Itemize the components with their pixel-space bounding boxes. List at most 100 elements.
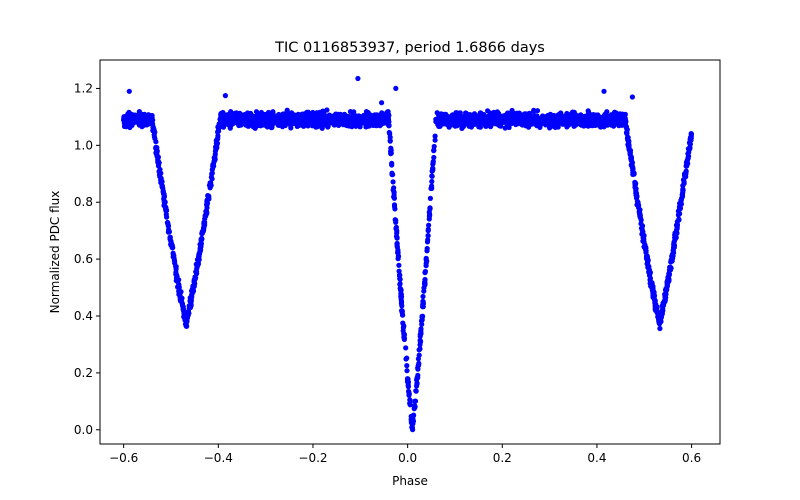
data-point: [143, 114, 149, 120]
data-point: [457, 110, 463, 116]
chart-title: TIC 0116853937, period 1.6866 days: [274, 40, 545, 56]
data-point: [485, 108, 491, 114]
data-point: [121, 123, 128, 129]
data-point: [330, 119, 336, 125]
data-point: [404, 363, 410, 369]
data-point: [406, 392, 412, 398]
data-point: [403, 356, 409, 362]
data-point: [533, 119, 539, 125]
data-point: [638, 221, 644, 227]
data-point: [199, 231, 205, 237]
data-point: [204, 197, 210, 203]
data-point: [414, 380, 420, 386]
data-point: [418, 328, 424, 334]
data-point: [676, 216, 682, 222]
data-point: [641, 236, 647, 242]
data-point: [651, 293, 658, 299]
data-point: [209, 170, 215, 176]
data-point: [646, 270, 653, 276]
data-point: [671, 242, 678, 248]
data-point: [208, 182, 214, 188]
data-point: [158, 170, 164, 176]
data-point: [427, 205, 433, 211]
data-point: [164, 207, 170, 214]
data-point: [660, 303, 666, 310]
data-point: [492, 121, 498, 127]
data-point: [673, 222, 680, 228]
data-point: [412, 404, 418, 410]
data-point: [392, 206, 398, 212]
data-point: [296, 116, 302, 122]
data-point: [430, 166, 436, 172]
data-point: [427, 212, 433, 218]
x-axis: −0.6 −0.4 −0.2 0.0 0.2 0.4 0.6: [109, 444, 701, 465]
data-point: [201, 222, 207, 228]
data-point: [385, 109, 391, 115]
data-point: [665, 277, 671, 283]
data-point: [166, 229, 172, 235]
data-point: [668, 257, 674, 263]
data-point: [391, 193, 397, 199]
data-point: [233, 114, 239, 120]
data-point: [395, 247, 401, 253]
data-point: [579, 113, 585, 120]
data-point: [426, 222, 432, 228]
data-point: [487, 117, 493, 123]
data-point: [625, 137, 631, 143]
y-axis-label: Normalized PDC flux: [48, 191, 62, 314]
data-point: [270, 109, 276, 115]
data-point: [488, 124, 494, 130]
data-point: [342, 115, 348, 121]
data-point: [388, 150, 394, 156]
data-point: [677, 206, 683, 212]
data-point: [425, 226, 431, 232]
data-point: [161, 191, 167, 197]
data-point: [333, 111, 339, 117]
data-point: [416, 352, 422, 358]
data-point: [129, 122, 135, 128]
data-point: [177, 294, 183, 300]
data-point: [646, 265, 652, 272]
data-point: [317, 118, 323, 124]
data-point: [415, 365, 421, 371]
data-point: [671, 250, 677, 256]
data-point: [667, 264, 674, 270]
data-point: [569, 117, 575, 123]
data-point: [420, 301, 426, 307]
data-point: [397, 281, 403, 287]
data-point: [190, 288, 197, 294]
data-point: [350, 110, 356, 116]
data-point: [432, 137, 438, 143]
data-point: [241, 119, 248, 125]
data-point: [211, 159, 217, 165]
y-tick-label: 1.2: [74, 81, 93, 95]
data-point: [413, 388, 419, 394]
data-point: [196, 257, 202, 263]
data-point: [194, 263, 200, 269]
data-point: [664, 283, 671, 289]
data-point: [597, 121, 603, 127]
data-point: [627, 147, 634, 154]
data-point: [519, 121, 525, 127]
data-point: [513, 116, 520, 122]
data-points: [121, 75, 695, 433]
data-point: [685, 160, 691, 167]
data-point: [421, 285, 427, 291]
data-point: [255, 115, 262, 121]
y-tick-label: 0.8: [74, 195, 93, 209]
data-point: [203, 210, 209, 216]
data-point: [197, 246, 203, 252]
outlier-point: [355, 75, 361, 82]
data-point: [154, 154, 160, 160]
data-point: [496, 111, 502, 117]
data-point: [389, 160, 395, 166]
data-point: [649, 280, 655, 286]
data-point: [168, 242, 174, 248]
x-tick-label: 0.6: [682, 451, 701, 465]
data-point: [463, 116, 469, 122]
data-point: [657, 325, 663, 332]
data-point: [391, 202, 398, 208]
data-point: [191, 283, 197, 289]
data-point: [599, 115, 606, 122]
data-point: [622, 111, 628, 117]
